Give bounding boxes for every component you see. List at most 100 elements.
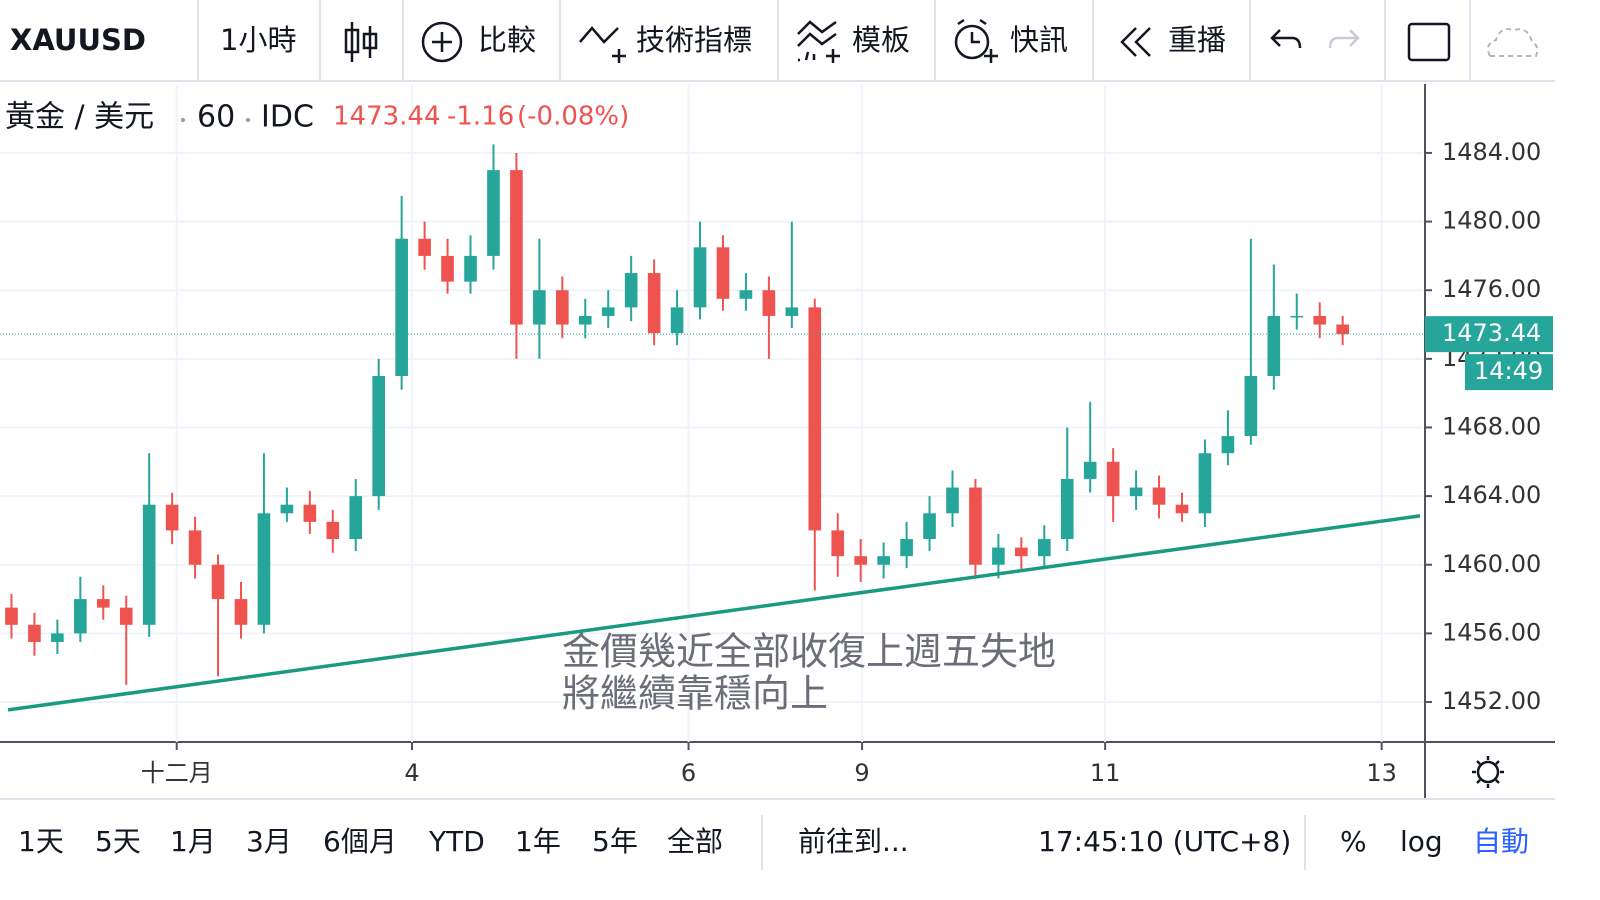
candle-body bbox=[578, 315, 592, 325]
fullscreen-icon[interactable] bbox=[1407, 22, 1451, 62]
y-tick-label: 1484.00 bbox=[1442, 138, 1541, 166]
candle-style-icon[interactable] bbox=[344, 22, 378, 62]
candle-body bbox=[1244, 376, 1258, 437]
last-price: 1473.44 bbox=[333, 102, 441, 132]
goto-button[interactable]: 前往到... bbox=[798, 825, 909, 858]
log-toggle[interactable]: log bbox=[1400, 825, 1443, 858]
candle-body bbox=[556, 290, 569, 325]
candle-body bbox=[165, 504, 179, 531]
candle-body bbox=[1336, 324, 1349, 335]
series-title: 黃金 / 美元 bbox=[5, 100, 154, 135]
range-button[interactable]: 3月 bbox=[246, 825, 292, 858]
candle-body bbox=[1267, 315, 1281, 377]
indicator-icon[interactable] bbox=[579, 26, 626, 63]
replay-icon[interactable] bbox=[1120, 27, 1151, 57]
template-button[interactable]: 模板 bbox=[852, 23, 910, 57]
x-tick-label: 6 bbox=[681, 759, 696, 787]
candle-body bbox=[854, 556, 867, 565]
candle-body bbox=[142, 504, 156, 625]
range-button[interactable]: 全部 bbox=[667, 825, 723, 858]
candle-body bbox=[441, 255, 454, 282]
candle-body bbox=[418, 238, 431, 256]
range-button[interactable]: 1天 bbox=[18, 825, 64, 858]
candle-body bbox=[1198, 453, 1212, 514]
candle-body bbox=[326, 521, 340, 540]
x-tick-label: 13 bbox=[1366, 759, 1397, 787]
symbol[interactable]: XAUUSD bbox=[10, 23, 146, 57]
candle-body bbox=[900, 539, 913, 557]
candle-body bbox=[693, 247, 707, 308]
candle-body bbox=[1175, 504, 1189, 514]
candle-body bbox=[28, 624, 41, 642]
range-button[interactable]: 5天 bbox=[95, 825, 141, 858]
price-change: -1.16 bbox=[447, 102, 514, 132]
y-tick-label: 1480.00 bbox=[1442, 207, 1541, 235]
redo-icon[interactable] bbox=[1328, 29, 1360, 49]
indicator-button[interactable]: 技術指標 bbox=[636, 23, 752, 57]
countdown-label: 14:49 bbox=[1474, 357, 1543, 385]
candle-body bbox=[349, 496, 363, 540]
candle-body bbox=[785, 307, 799, 316]
y-tick-label: 1456.00 bbox=[1442, 618, 1541, 646]
x-tick-label: 十二月 bbox=[141, 759, 213, 787]
replay-button[interactable]: 重播 bbox=[1168, 23, 1226, 57]
separator bbox=[246, 118, 250, 122]
candle-body bbox=[946, 487, 959, 514]
y-tick-label: 1460.00 bbox=[1442, 550, 1541, 578]
y-tick-label: 1468.00 bbox=[1442, 412, 1541, 440]
settings-icon[interactable] bbox=[1472, 756, 1504, 788]
candle-body bbox=[395, 238, 408, 377]
candle-body bbox=[487, 170, 500, 256]
compare-button[interactable]: 比較 bbox=[478, 23, 536, 57]
candle-body bbox=[1015, 547, 1028, 557]
range-button[interactable]: 5年 bbox=[592, 825, 638, 858]
series-exchange: IDC bbox=[261, 100, 314, 135]
price-change-percent: (-0.08%) bbox=[517, 102, 629, 132]
candle-body bbox=[303, 504, 317, 522]
last-price-tag-label: 1473.44 bbox=[1442, 319, 1541, 347]
range-button[interactable]: 1月 bbox=[170, 825, 216, 858]
separator bbox=[181, 118, 185, 122]
y-tick-label: 1452.00 bbox=[1442, 687, 1541, 715]
candle-body bbox=[1037, 539, 1051, 557]
candle-body bbox=[96, 599, 110, 608]
candle-body bbox=[1083, 461, 1097, 479]
toolbar bbox=[0, 0, 1555, 82]
candle-body bbox=[51, 633, 64, 642]
candle-body bbox=[1129, 487, 1143, 497]
candle-body bbox=[992, 547, 1005, 565]
candle-body bbox=[716, 247, 730, 299]
plot: 1473.44 14:49 bbox=[0, 144, 1553, 712]
candle-body bbox=[119, 607, 133, 625]
grid: 1452.001456.001460.001464.001468.001472.… bbox=[0, 85, 1541, 787]
countdown-tag bbox=[1465, 354, 1553, 391]
undo-icon[interactable] bbox=[1270, 29, 1302, 49]
trendline bbox=[7, 514, 1421, 712]
cloud-icon[interactable] bbox=[1487, 28, 1539, 57]
candle-body bbox=[1106, 461, 1120, 497]
auto-toggle[interactable]: 自動 bbox=[1473, 825, 1529, 858]
candle-body bbox=[877, 556, 890, 565]
x-tick-label: 9 bbox=[854, 759, 869, 787]
range-button[interactable]: 1年 bbox=[515, 825, 561, 858]
x-tick-label: 4 bbox=[404, 759, 419, 787]
candle-body bbox=[510, 170, 523, 325]
interval-button[interactable]: 1小時 bbox=[220, 23, 296, 57]
candle-body bbox=[211, 564, 225, 600]
candle-body bbox=[74, 599, 87, 634]
range-button[interactable]: 6個月 bbox=[323, 825, 397, 858]
clock: 17:45:10 (UTC+8) bbox=[1038, 825, 1291, 858]
candle-body bbox=[533, 290, 546, 325]
candle-body bbox=[1060, 478, 1074, 540]
bottom-bar: 1天 5天 1月 3月 6個月 YTD 1年 5年 全部 bbox=[18, 825, 723, 858]
percent-toggle[interactable]: % bbox=[1340, 825, 1367, 858]
candle-body bbox=[372, 376, 386, 497]
range-button[interactable]: YTD bbox=[428, 825, 485, 858]
alert-button[interactable]: 快訊 bbox=[1010, 23, 1068, 57]
candle-body bbox=[831, 530, 845, 557]
alert-icon[interactable] bbox=[954, 18, 998, 63]
compare-icon[interactable] bbox=[421, 21, 463, 63]
template-icon[interactable] bbox=[797, 20, 840, 63]
